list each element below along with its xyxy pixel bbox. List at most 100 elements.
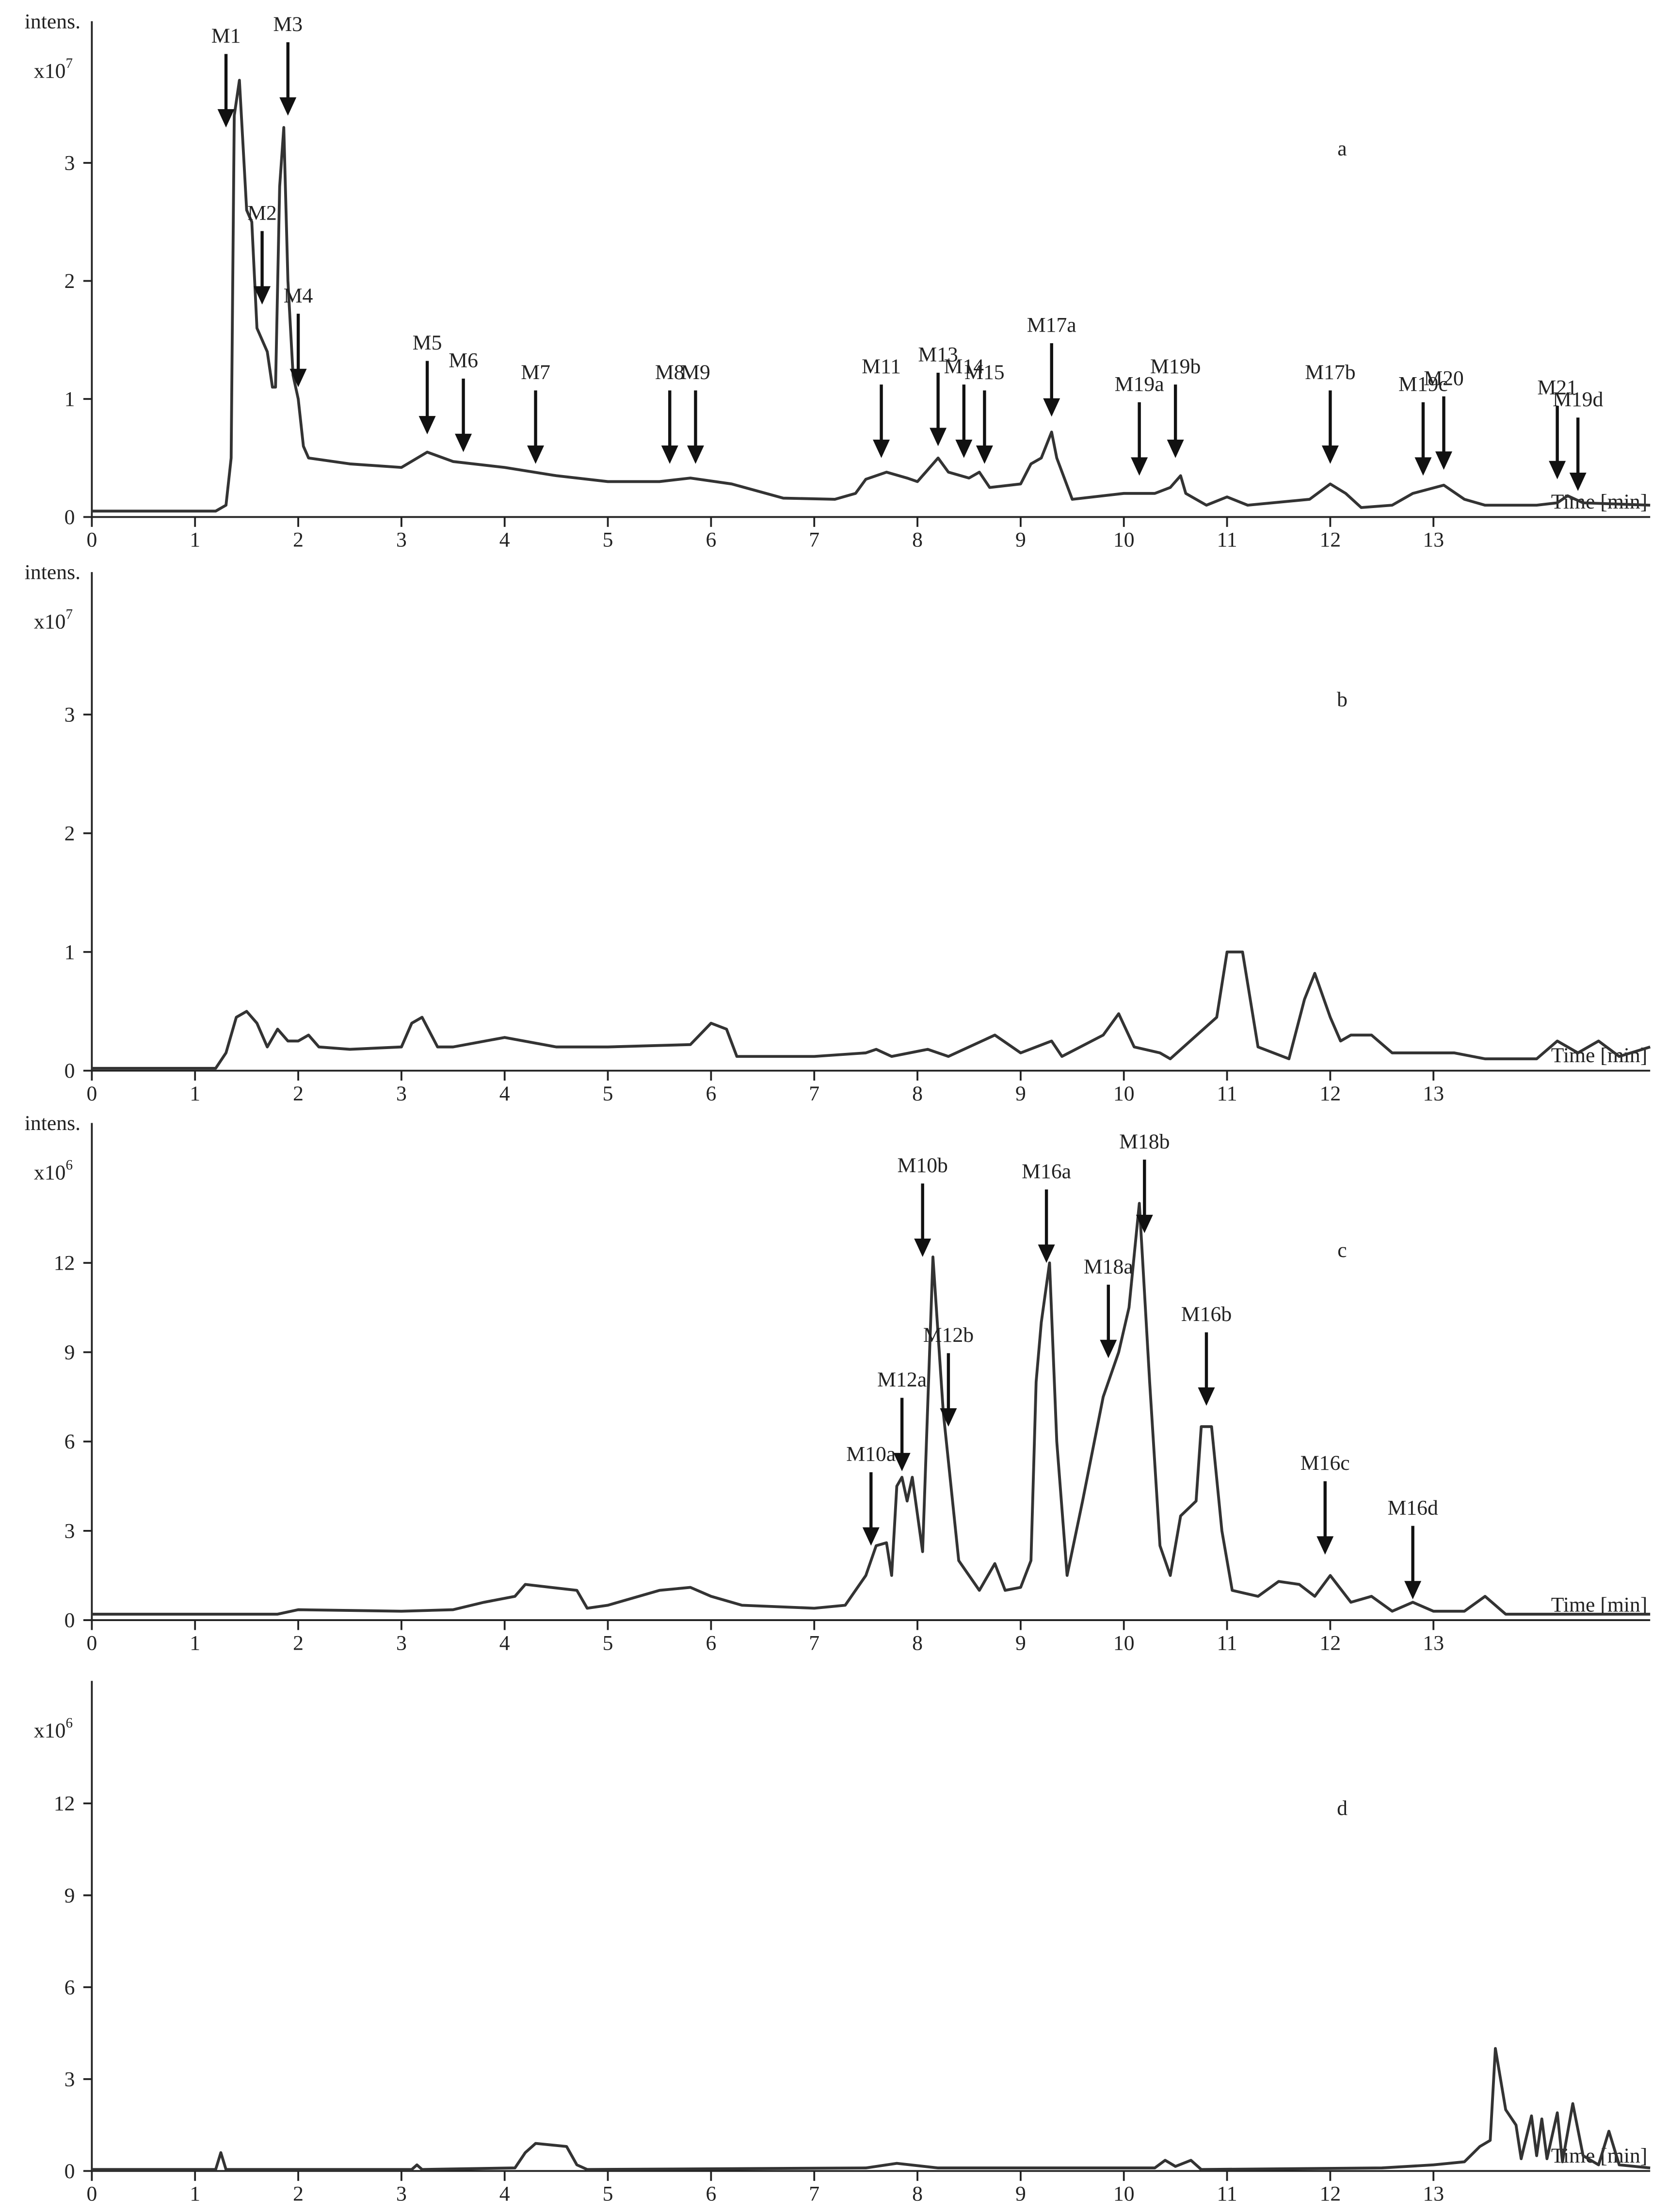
x-tick-label: 9: [1015, 1082, 1026, 1105]
x-tick-label: 2: [293, 2182, 304, 2206]
x-tick-label: 11: [1217, 2182, 1237, 2206]
y-scale-label: x106: [34, 1716, 73, 1742]
annotation-label: M1: [211, 24, 241, 48]
annotation-arrowhead: [893, 1453, 911, 1472]
y-tick-label: 12: [54, 1792, 75, 1815]
annotation-arrowhead: [217, 109, 235, 127]
annotation-label: M20: [1424, 366, 1464, 390]
annotation-label: M18b: [1119, 1130, 1170, 1153]
y-scale-base: x10: [34, 59, 66, 82]
x-tick-label: 6: [706, 1082, 716, 1105]
x-tick-label: 2: [293, 1082, 304, 1105]
annotation-arrowhead: [1414, 457, 1432, 476]
y-scale-label: x107: [34, 606, 73, 633]
annotation-arrowhead: [289, 368, 307, 387]
x-tick-label: 7: [809, 528, 819, 552]
y-tick-label: 9: [64, 1341, 75, 1364]
x-tick-label: 1: [190, 1082, 200, 1105]
annotation-arrowhead: [930, 428, 947, 446]
x-tick-label: 7: [809, 2182, 819, 2206]
y-tick-label: 3: [64, 1519, 75, 1543]
x-tick-label: 4: [499, 1082, 510, 1105]
x-tick-label: 13: [1423, 528, 1444, 552]
annotation-arrowhead: [955, 439, 973, 458]
x-tick-label: 11: [1217, 1082, 1237, 1105]
x-axis-label: Time [min]: [1551, 1593, 1648, 1617]
y-tick-label: 3: [64, 2068, 75, 2091]
annotation-arrowhead: [1435, 451, 1452, 470]
annotation-arrowhead: [862, 1527, 880, 1546]
x-tick-label: 0: [86, 528, 97, 552]
annotation-arrowhead: [1136, 1214, 1153, 1233]
annotation-arrowhead: [914, 1238, 931, 1257]
y-tick-label: 0: [64, 2160, 75, 2183]
annotation-arrowhead: [1321, 446, 1339, 464]
annotation-label: M10b: [898, 1154, 948, 1177]
x-tick-label: 10: [1113, 1082, 1135, 1105]
annotation-arrowhead: [254, 286, 271, 305]
y-axis-label: intens.: [25, 10, 80, 33]
annotation-arrowhead: [1316, 1536, 1334, 1555]
annotation-label: M8: [655, 361, 685, 384]
y-tick-label: 2: [64, 822, 75, 845]
annotation-label: M16a: [1022, 1160, 1071, 1183]
y-scale-exponent: 6: [65, 1716, 73, 1731]
annotation-arrowhead: [418, 416, 436, 435]
y-axis-label: intens.: [25, 561, 80, 584]
y-scale-base: x10: [34, 610, 66, 634]
x-tick-label: 4: [499, 2182, 510, 2206]
annotation-label: M18a: [1084, 1255, 1133, 1278]
annotation-label: M16c: [1300, 1451, 1350, 1475]
annotation-arrowhead: [1569, 473, 1587, 491]
annotation-arrowhead: [1100, 1339, 1117, 1358]
annotation-label: M21: [1537, 376, 1577, 399]
x-tick-label: 6: [706, 528, 716, 552]
annotation-arrowhead: [940, 1408, 957, 1427]
x-tick-label: 0: [86, 2182, 97, 2206]
x-tick-label: 5: [603, 1631, 613, 1655]
y-tick-label: 3: [64, 152, 75, 175]
annotation-label: M16b: [1181, 1303, 1232, 1326]
panel-label: b: [1337, 688, 1348, 711]
x-tick-label: 3: [396, 528, 407, 552]
x-tick-label: 11: [1217, 1631, 1237, 1655]
x-tick-label: 6: [706, 2182, 716, 2206]
annotation-arrowhead: [1404, 1581, 1422, 1600]
y-axis-label: intens.: [25, 1112, 80, 1135]
y-scale-label: x107: [34, 56, 73, 82]
x-tick-label: 6: [706, 1631, 716, 1655]
y-tick-label: 6: [64, 1976, 75, 1999]
x-tick-label: 12: [1320, 1631, 1341, 1655]
trace: [92, 2047, 1651, 2171]
y-tick-label: 2: [64, 270, 75, 293]
x-tick-label: 8: [912, 1082, 923, 1105]
annotation-label: M10a: [846, 1443, 896, 1466]
x-tick-label: 0: [86, 1631, 97, 1655]
annotation-label: M2: [247, 201, 277, 224]
annotation-arrowhead: [1043, 398, 1060, 417]
y-tick-label: 3: [64, 703, 75, 727]
x-tick-label: 0: [86, 1082, 97, 1105]
annotation-arrowhead: [976, 446, 993, 464]
x-tick-label: 7: [809, 1631, 819, 1655]
trace: [92, 1202, 1651, 1616]
x-tick-label: 13: [1423, 1631, 1444, 1655]
x-tick-label: 1: [190, 528, 200, 552]
annotation-label: M17a: [1027, 314, 1076, 337]
annotation-label: M12a: [877, 1368, 927, 1391]
annotation-label: M5: [413, 331, 442, 354]
annotation-label: M4: [284, 284, 313, 307]
annotation-label: M16d: [1387, 1496, 1438, 1519]
annotation-arrowhead: [1549, 461, 1566, 479]
panel-label: c: [1337, 1239, 1347, 1262]
y-scale-exponent: 7: [65, 56, 73, 71]
y-scale-exponent: 6: [65, 1158, 73, 1173]
annotation-label: M15: [964, 361, 1005, 384]
x-tick-label: 12: [1320, 528, 1341, 552]
x-tick-label: 11: [1217, 528, 1237, 552]
x-tick-label: 2: [293, 528, 304, 552]
x-tick-label: 12: [1320, 2182, 1341, 2206]
